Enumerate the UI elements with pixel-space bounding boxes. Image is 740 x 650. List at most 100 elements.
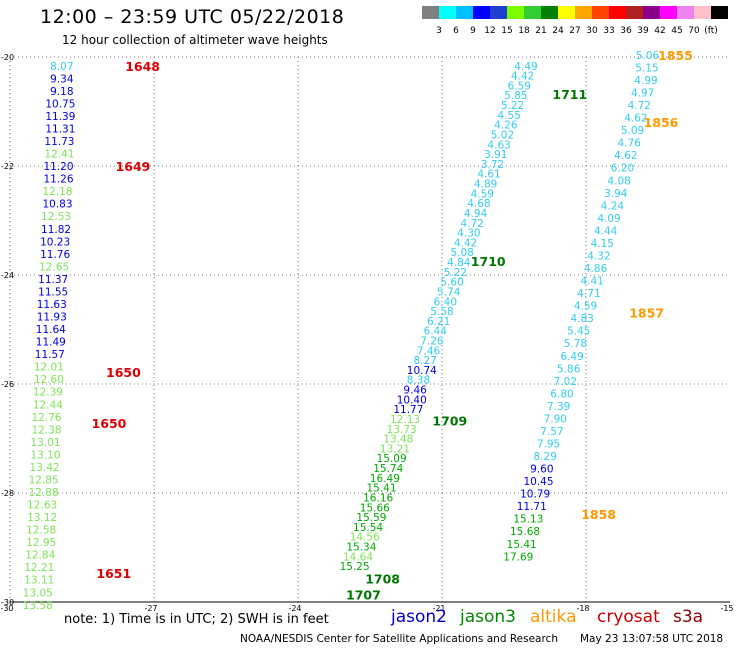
- wave-height-label: 12.01: [34, 362, 64, 374]
- scale-swatch: [456, 6, 474, 19]
- wave-height-label: 7.02: [554, 376, 577, 388]
- wave-height-label: 12.41: [44, 149, 74, 161]
- scale-label: 27: [569, 26, 580, 36]
- footer-note: note: 1) Time is in UTC; 2) SWH is in fe…: [64, 612, 329, 627]
- legend-cryosat: cryosat: [597, 607, 660, 627]
- pass-time-label: 1856: [644, 115, 679, 130]
- wave-height-label: 4.32: [587, 250, 610, 262]
- scale-label: 45: [671, 26, 682, 36]
- scale-label: 12: [484, 26, 495, 36]
- wave-height-label: 4.89: [474, 179, 497, 191]
- wave-height-label: 5.06: [636, 50, 660, 62]
- scale-label: 24: [552, 26, 564, 36]
- wave-height-label: 5.86: [557, 363, 581, 375]
- wave-height-label: 4.09: [597, 213, 620, 225]
- wave-height-label: 10.23: [40, 236, 70, 248]
- wave-height-label: 13.05: [23, 587, 53, 599]
- legend-altika: altika: [530, 607, 577, 627]
- wave-height-label: 15.54: [353, 522, 383, 534]
- wave-height-label: 4.94: [464, 208, 488, 220]
- scale-swatch: [677, 6, 695, 19]
- x-tick-label: -18: [576, 604, 589, 613]
- wave-height-label: 7.57: [540, 426, 563, 438]
- wave-height-label: 7.95: [537, 438, 560, 450]
- wave-height-label: 15.13: [513, 514, 543, 526]
- wave-height-label: 5.85: [504, 90, 527, 102]
- wave-height-label: 5.22: [444, 267, 467, 279]
- wave-height-label: 10.79: [520, 489, 550, 501]
- wave-height-label: 11.82: [41, 224, 71, 236]
- wave-height-label: 6.49: [560, 351, 583, 363]
- wave-height-label: 11.37: [38, 274, 68, 286]
- page-subtitle: 12 hour collection of altimeter wave hei…: [62, 33, 328, 47]
- wave-height-label: 13.73: [387, 424, 417, 436]
- x-tick-label: -21: [432, 604, 445, 613]
- wave-height-label: 4.08: [607, 175, 630, 187]
- wave-height-label: 6.40: [434, 296, 457, 308]
- page-title: 12:00 – 23:59 UTC 05/22/2018: [40, 6, 345, 28]
- wave-height-label: 12.95: [26, 537, 56, 549]
- pass-time-label: 1709: [432, 414, 467, 429]
- wave-height-label: 11.73: [44, 136, 74, 148]
- footer-credit: NOAA/NESDIS Center for Satellite Applica…: [240, 633, 558, 645]
- scale-swatch: [575, 6, 593, 19]
- scale-swatch: [694, 6, 712, 19]
- wave-height-label: 16.49: [370, 473, 400, 485]
- wave-height-label: 12.44: [33, 399, 63, 411]
- pass-time-label: 1855: [658, 48, 693, 63]
- wave-height-label: 12.13: [390, 414, 420, 426]
- wave-height-label: 9.18: [50, 86, 73, 98]
- y-tick-label: -22: [1, 162, 14, 171]
- pass-time-label: 1650: [106, 365, 141, 380]
- x-tick-label: -30: [0, 604, 13, 613]
- wave-height-label: 4.76: [618, 138, 642, 150]
- wave-height-label: 9.46: [403, 385, 427, 397]
- wave-height-label: 4.71: [577, 288, 600, 300]
- wave-height-label: 10.40: [397, 394, 427, 406]
- wave-height-label: 12.76: [31, 412, 61, 424]
- wave-height-label: 16.16: [363, 492, 393, 504]
- scale-label: 39: [637, 26, 649, 36]
- scale-swatch: [490, 6, 508, 19]
- scale-label: 33: [603, 26, 614, 36]
- wave-height-label: 5.74: [437, 286, 461, 298]
- scale-label: 18: [518, 26, 530, 36]
- wave-height-label: 6.21: [427, 316, 450, 328]
- wave-height-label: 13.11: [24, 575, 54, 587]
- wave-height-label: 4.24: [601, 200, 625, 212]
- scale-swatch: [541, 6, 559, 19]
- scale-swatch: [592, 6, 610, 19]
- wave-height-label: 12.53: [41, 211, 71, 223]
- y-tick-label: -28: [1, 489, 14, 498]
- scale-label: 36: [620, 26, 632, 36]
- y-tick-label: -30: [1, 598, 14, 607]
- pass-time-label: 1651: [96, 566, 131, 581]
- wave-height-label: 11.26: [43, 174, 73, 186]
- wave-height-label: 10.74: [407, 365, 437, 377]
- wave-height-label: 5.78: [564, 338, 587, 350]
- scale-swatch: [711, 6, 728, 19]
- wave-height-label: 13.58: [23, 600, 53, 612]
- scale-label: 21: [535, 26, 546, 36]
- wave-height-label: 5.22: [501, 100, 524, 112]
- wave-height-label: 12.39: [33, 387, 63, 399]
- pass-time-label: 1710: [471, 254, 506, 269]
- wave-height-label: 13.01: [30, 437, 60, 449]
- wave-height-label: 4.41: [581, 276, 604, 288]
- wave-height-label: 4.55: [498, 110, 521, 122]
- wave-height-label: 7.26: [420, 335, 444, 347]
- wave-height-label: 13.10: [30, 449, 60, 461]
- scale-swatch: [473, 6, 491, 19]
- scale-swatch: [422, 6, 440, 19]
- wave-height-label: 5.58: [430, 306, 453, 318]
- wave-height-label: 7.46: [417, 345, 441, 357]
- pass-time-label: 1648: [125, 59, 160, 74]
- wave-height-label: 4.42: [511, 71, 534, 83]
- wave-height-label: 11.20: [43, 161, 73, 173]
- wave-height-label: 15.41: [507, 539, 537, 551]
- wave-height-label: 11.93: [37, 312, 67, 324]
- wave-height-label: 4.59: [471, 188, 494, 200]
- pass-time-label: 1707: [346, 587, 381, 602]
- wave-height-label: 11.77: [393, 404, 423, 416]
